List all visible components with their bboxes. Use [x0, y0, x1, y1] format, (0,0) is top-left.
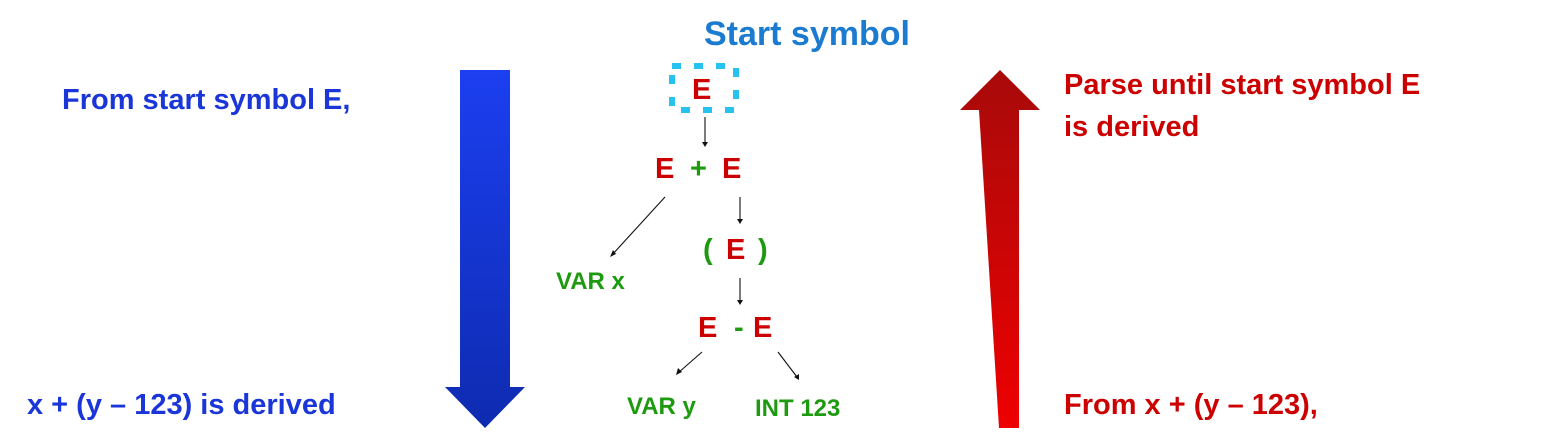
edge-sub-to-int [777, 351, 798, 378]
bottom-up-start-text: From x + (y – 123), [1064, 389, 1318, 421]
tree-var-x: VAR x [556, 268, 625, 295]
tree-l1-plus: + [690, 153, 707, 185]
tree-l2-close-paren: ) [758, 234, 768, 266]
arrowhead-root [702, 142, 708, 147]
tree-int-123: INT 123 [755, 395, 841, 422]
top-down-arrow [445, 70, 525, 428]
tree-l1-right-E: E [722, 153, 742, 185]
tree-root-E: E [692, 74, 712, 106]
arrowhead-sub [737, 300, 743, 305]
arrowhead-varx [610, 250, 616, 257]
start-symbol-highlight [669, 63, 739, 113]
edge-expr-to-varx [611, 196, 666, 256]
tree-l1-left-E: E [655, 153, 675, 185]
tree-l3-right-E: E [753, 312, 773, 344]
top-down-start-text: From start symbol E, [62, 84, 351, 116]
bottom-up-arrow [960, 70, 1040, 428]
start-symbol-label: Start symbol [704, 15, 910, 53]
arrowhead-vary [676, 368, 682, 375]
tree-l2-E: E [726, 234, 746, 266]
arrowhead-int [794, 374, 799, 380]
tree-l3-left-E: E [698, 312, 718, 344]
tree-l3-minus: - [734, 312, 744, 344]
bottom-up-goal-line1: Parse until start symbol E [1064, 69, 1421, 101]
top-down-end-text: x + (y – 123) is derived [27, 389, 336, 421]
tree-var-y: VAR y [627, 393, 696, 420]
edge-sub-to-vary [677, 351, 703, 374]
arrowhead-paren [737, 219, 743, 224]
bottom-up-goal-line2: is derived [1064, 111, 1200, 143]
tree-l2-open-paren: ( [703, 234, 713, 266]
